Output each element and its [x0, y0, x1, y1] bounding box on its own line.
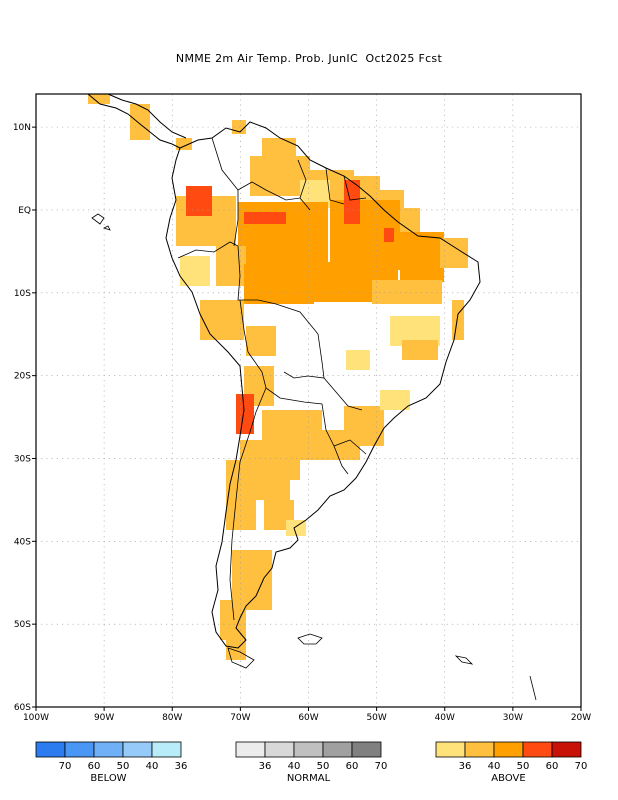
country-borders: [177, 137, 367, 621]
shading-cell: [372, 280, 442, 304]
legend-swatch: [35, 741, 66, 758]
tierra-del-fuego: [227, 647, 255, 669]
legend-label: 50: [117, 761, 130, 772]
legend-swatch: [493, 741, 524, 758]
y-tick-label: 30S: [14, 454, 31, 464]
legend-label: 70: [575, 761, 588, 772]
y-tick-label: 10N: [13, 123, 31, 133]
legend-label: 50: [317, 761, 330, 772]
legend-swatch: [151, 741, 182, 758]
x-tick-label: 40W: [435, 713, 455, 723]
legend-label: 40: [288, 761, 301, 772]
shading-cell: [88, 94, 110, 104]
shading-cell: [238, 202, 328, 268]
x-tick-label: 70W: [230, 713, 250, 723]
central-america-coastline: [87, 93, 181, 149]
shading-cell: [346, 350, 370, 370]
x-tick-label: 50W: [366, 713, 386, 723]
falkland-islands: [297, 633, 323, 645]
legend-swatch: [235, 741, 266, 758]
y-axis: 10N EQ 10S 20S 30S 40S 50S 60S: [13, 123, 36, 713]
legend-label: 36: [459, 761, 472, 772]
x-tick-label: 80W: [162, 713, 182, 723]
shading-cell: [320, 440, 360, 460]
south-america-coastline: [165, 121, 481, 649]
shading-cell: [180, 256, 210, 286]
shading-cell: [236, 394, 254, 434]
south-georgia: [454, 655, 474, 665]
x-tick-label: 100W: [23, 713, 49, 723]
legend-swatch: [64, 741, 95, 758]
legend-swatch: [122, 741, 153, 758]
legend-label: 40: [488, 761, 501, 772]
probability-shading: [88, 94, 468, 660]
shading-cell: [216, 246, 246, 286]
legend-swatch: [264, 741, 295, 758]
y-tick-label: 10S: [14, 289, 31, 299]
legend-label: 60: [546, 761, 559, 772]
shading-cell: [286, 520, 306, 536]
y-tick-label: 60S: [14, 703, 31, 713]
legend-label: 70: [59, 761, 72, 772]
legend-title: BELOW: [90, 773, 126, 784]
x-tick-label: 20W: [571, 713, 591, 723]
legend-swatch: [322, 741, 353, 758]
shading-cell: [250, 470, 290, 500]
y-tick-label: 20S: [14, 372, 31, 382]
y-tick-label: 40S: [14, 537, 31, 547]
shading-cell: [200, 300, 244, 340]
legend-label: 60: [88, 761, 101, 772]
legend-swatch: [522, 741, 553, 758]
shading-cell: [176, 138, 192, 150]
legend-swatch: [351, 741, 382, 758]
x-tick-label: 60W: [298, 713, 318, 723]
shading-cell: [130, 104, 150, 140]
coastlines: [87, 93, 537, 701]
legend-normal: 36 40 50 60 70 NORMAL: [235, 741, 388, 784]
legend-swatch: [464, 741, 495, 758]
legend-below: 70 60 50 40 36 BELOW: [35, 741, 188, 784]
legend-title: NORMAL: [287, 773, 331, 784]
legend-swatch: [93, 741, 124, 758]
y-tick-label: EQ: [18, 206, 31, 216]
legend-label: 36: [175, 761, 188, 772]
legend-label: 70: [375, 761, 388, 772]
south-sandwich-islands: [529, 675, 537, 701]
central-america-coastline-north: [107, 93, 187, 139]
shading-cell: [384, 228, 394, 242]
shading-cell: [402, 340, 438, 360]
shading-cell: [452, 300, 464, 340]
legend-above: 36 40 50 60 70 ABOVE: [435, 741, 588, 784]
shading-cell: [226, 460, 256, 530]
legend-label: 36: [259, 761, 272, 772]
shading-cell: [246, 326, 276, 356]
shading-cell: [244, 212, 286, 224]
galapagos-islands: [91, 213, 111, 231]
legend-swatch: [435, 741, 466, 758]
legend-label: 60: [346, 761, 359, 772]
legend-label: 50: [517, 761, 530, 772]
shading-cell: [186, 186, 212, 216]
legend-swatch: [551, 741, 582, 758]
shading-cell: [400, 232, 444, 282]
shading-cell: [244, 264, 314, 304]
shading-cell: [380, 390, 410, 410]
y-tick-label: 50S: [14, 620, 31, 630]
legend-swatch: [293, 741, 324, 758]
legend-label: 40: [146, 761, 159, 772]
legend-title: ABOVE: [491, 773, 525, 784]
x-axis: 100W 90W 80W 70W 60W 50W 40W 30W 20W: [23, 707, 591, 723]
x-tick-label: 30W: [503, 713, 523, 723]
x-tick-label: 90W: [94, 713, 114, 723]
map-title: NMME 2m Air Temp. Prob. JunIC Oct2025 Fc…: [175, 52, 443, 65]
